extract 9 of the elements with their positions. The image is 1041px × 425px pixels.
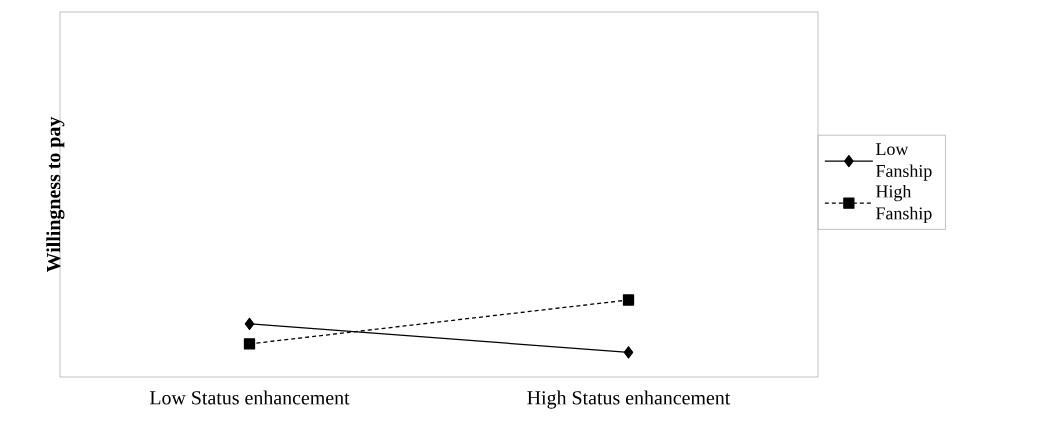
point: [244, 317, 255, 331]
x-tick-label: High Status enhancement: [527, 390, 731, 409]
point: [623, 346, 634, 359]
y-axis-title: Willingness to pay: [46, 116, 65, 273]
point: [243, 338, 256, 350]
x-tick-label: Low Status enhancement: [149, 390, 350, 405]
legend-label: High Fanship: [876, 184, 932, 224]
point: [622, 294, 635, 306]
legend-label: Low Fanship: [876, 143, 932, 181]
